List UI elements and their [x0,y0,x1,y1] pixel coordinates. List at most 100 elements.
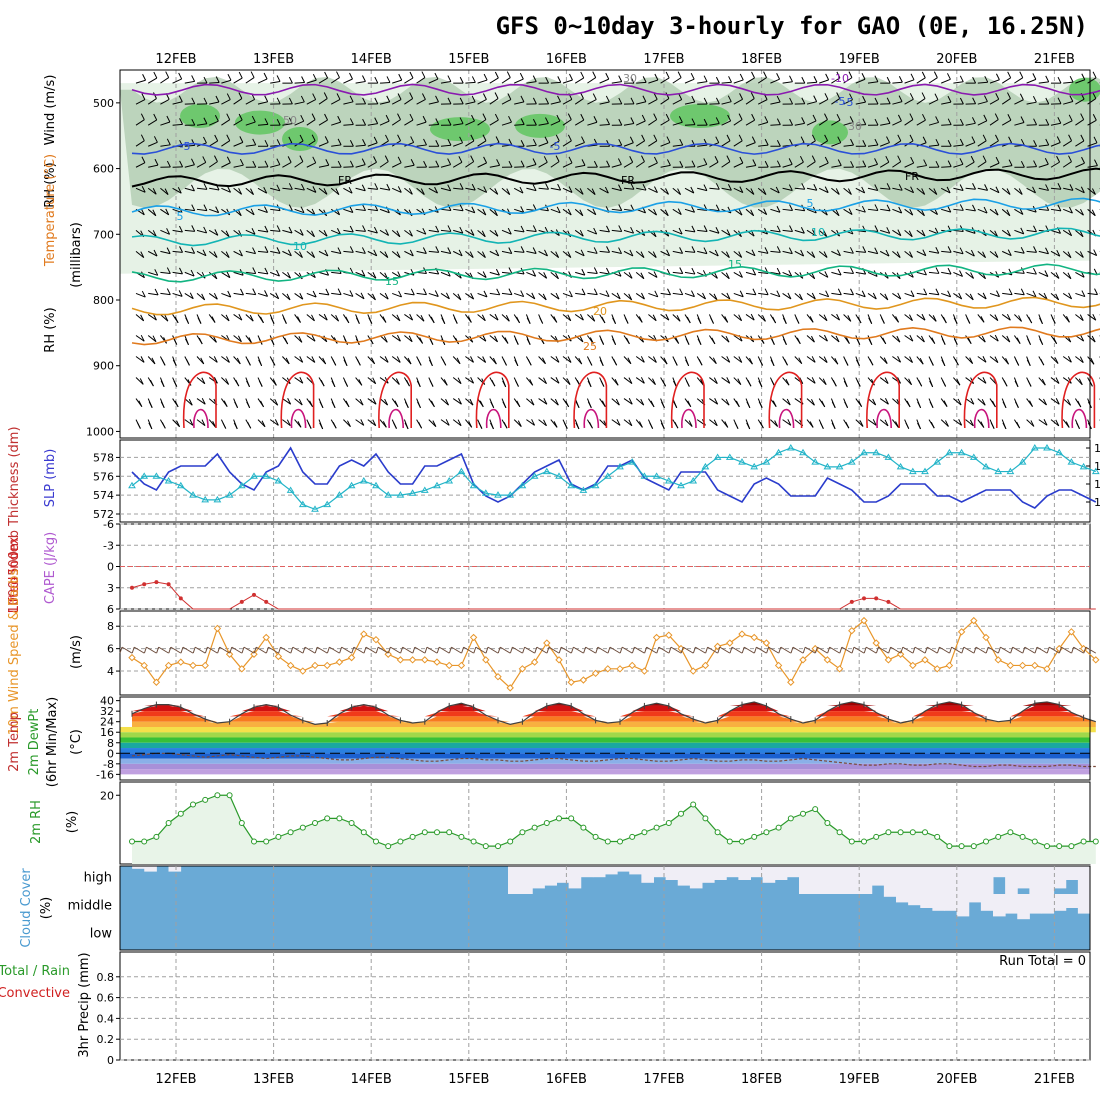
wind-barb [306,186,317,193]
thickness-point [713,453,722,460]
wind-barb [330,93,341,105]
wind-barb [367,136,378,147]
wind-barb [660,136,671,147]
rh2m-point [812,806,819,813]
wind10-point [286,661,295,670]
wind-barb [977,95,988,105]
wind10-barb [278,646,291,654]
wind-barb [574,313,584,321]
wind-barb [1038,184,1050,191]
wind-barb [465,377,475,384]
wind-barb [269,292,280,300]
wind-barb [831,136,842,147]
wind-barb [172,118,184,126]
thickness-point [579,486,588,493]
cloud-cell [689,866,703,889]
wind10-point [957,628,966,636]
wind10-point [896,650,905,658]
wind-barb [196,356,205,365]
wind-barb [831,71,841,84]
wind-barb [794,76,806,84]
contour-label: -5 [835,95,846,108]
wind-barb [1062,292,1073,300]
wind-barb [941,95,952,105]
cloud-cell [568,866,582,889]
wind-barb [306,208,316,216]
cloud-cell [932,894,945,911]
wind-barb [696,335,702,345]
wind-barb [294,95,305,105]
wind-barb [330,377,336,388]
wind-barb [135,134,145,147]
rh2m-point [885,829,892,836]
wind-barb [806,292,816,300]
wind-barb [879,155,890,168]
wind-barb [843,138,854,147]
thickness-point [957,448,966,456]
wind-barb [989,156,1000,168]
thickness-point [225,491,234,498]
isotherm-30-loop [670,371,705,429]
wind-barb [989,113,999,126]
wind10-point [823,656,832,664]
wind10-point [457,661,466,670]
wind-barb [965,117,976,126]
wind-barb [404,229,413,237]
wind-barb [160,247,171,255]
wind-barb [526,292,536,300]
wind-barb [916,71,926,84]
wind-barb [172,225,183,233]
wind-barb [233,288,244,296]
wind-barb [733,314,743,322]
wind10-barb [241,646,255,654]
wind-barb [1062,419,1070,428]
rh2m-point [873,833,880,840]
wind-barb [355,184,366,192]
wind-barb [465,155,475,168]
wind-barb [745,71,755,84]
wind-barb [1087,288,1098,296]
wind-barb [928,356,934,366]
wind-barb [1013,419,1021,429]
wind-barb [501,419,508,429]
wind-barb [1026,160,1038,168]
wind-barb [282,249,292,257]
temp-band [120,763,1090,770]
wind10-point [640,667,649,675]
cloud-cell [883,866,897,894]
wind-barb [257,225,269,233]
wind-barb [916,187,926,195]
wind-barb [794,356,803,365]
wind-barb [562,356,572,363]
thickness-point [823,462,832,470]
wind-barb [831,268,842,276]
wind-barb [306,271,316,279]
wind-barb [904,208,914,216]
wind-barb [184,75,196,84]
li-point [154,580,159,585]
wind-barb [648,93,658,105]
wind-barb [477,356,487,363]
wind-barb [855,398,863,407]
wind-barb [709,204,720,212]
wind-barb [867,75,879,84]
wind-barb [233,158,244,168]
wind-barb [257,290,268,297]
wind-barb [843,314,852,322]
wind10-barb [644,646,657,654]
date-label-bottom: 17FEB [643,1072,684,1087]
rh2m-point [1019,833,1026,840]
wind10-barb [997,646,1011,654]
rh2m-point [1092,838,1099,845]
wind-barb [282,397,292,405]
thickness-point [640,472,649,479]
wind-barb [318,356,327,365]
ylabel-rh-box: RH (%) [43,307,58,352]
wind-barb [270,225,281,232]
wind-barb [208,314,216,323]
wind-barb [648,290,659,298]
isotherm-35-loop [193,408,209,429]
wind-barb [343,206,354,213]
wind-barb [1013,335,1021,344]
y-tick-label: 32 [100,705,114,718]
